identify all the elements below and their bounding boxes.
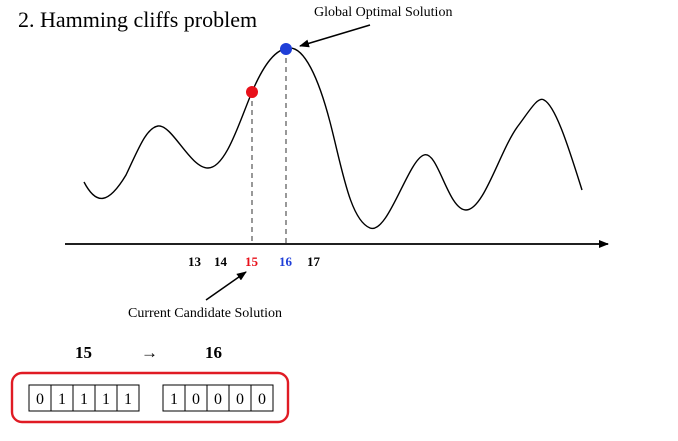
to-bit-4: 0 [258,391,266,408]
transition-to-value: 16 [205,343,222,362]
current-candidate-point [246,86,258,98]
fitness-curve [83,47,583,229]
from-bit-1: 1 [58,391,66,408]
global-optimum-label: Global Optimal Solution [314,5,452,20]
binary-representation-box [10,371,290,424]
transition-arrow: → [141,343,158,362]
global-optimum-point [280,43,292,55]
to-bit-3: 0 [236,391,244,408]
tick-label-13: 13 [188,254,202,269]
from-bit-3: 1 [102,391,110,408]
transition-from-value: 15 [75,343,92,362]
tick-label-17: 17 [307,254,321,269]
from-bit-4: 1 [124,391,132,408]
current-candidate-label: Current Candidate Solution [128,306,282,321]
global-optimum-arrow [299,24,371,48]
current-candidate-arrow [205,271,247,301]
to-bit-0: 1 [170,391,178,408]
to-bit-1: 0 [192,391,200,408]
page-title: 2. Hamming cliffs problem [18,7,257,32]
axis-tick-labels: 13 14 15 16 17 [188,254,321,269]
from-bit-2: 1 [80,391,88,408]
tick-label-16: 16 [279,254,293,269]
tick-label-14: 14 [214,254,228,269]
to-bit-2: 0 [214,391,222,408]
from-bit-0: 0 [36,391,44,408]
tick-label-15: 15 [245,254,259,269]
